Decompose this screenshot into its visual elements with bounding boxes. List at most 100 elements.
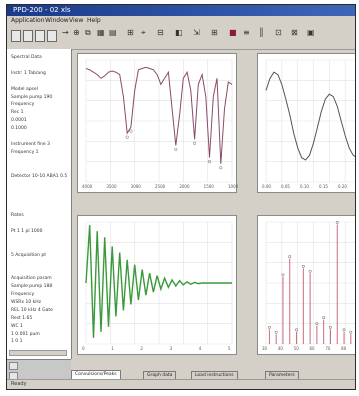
x-tick-label: 0.10 — [300, 184, 309, 189]
peak-spectrum-chart: 30405060708090 — [257, 215, 356, 355]
peak-marker — [130, 130, 133, 133]
horizontal-scrollbar[interactable] — [9, 350, 67, 356]
parameter-line: 5 Acquisition pt — [11, 253, 46, 258]
parameter-line: Rates — [11, 213, 24, 218]
status-text: Ready — [11, 381, 27, 387]
back-icon[interactable] — [47, 30, 57, 42]
x-tick-label: 50 — [294, 346, 299, 351]
parameter-line: 1 0.001 pum — [11, 332, 40, 337]
parameter-line: Pt 1 1 pl 1000 — [11, 229, 43, 234]
bar-marker — [302, 265, 304, 267]
export-icon[interactable]: ⇲ — [193, 29, 200, 37]
x-tick-label: 0.00 — [262, 184, 271, 189]
layout-icon[interactable]: ⊠ — [291, 29, 298, 37]
chart-canvas — [258, 54, 356, 192]
parameter-line: Sample pump 188 — [11, 284, 52, 289]
parameter-line: Model apsel — [11, 87, 38, 92]
parameter-line: Rec 1 — [11, 110, 23, 115]
peak-marker — [219, 166, 222, 169]
x-tick-label: 0.20 — [338, 184, 347, 189]
peak-marker — [193, 142, 196, 145]
waveform-chart: 0.000.050.100.150.200.25 — [257, 53, 356, 193]
ir-spectrum-chart: 4000 3500 3000 2500 2000 1500 1000 — [77, 53, 237, 193]
chart-canvas — [78, 54, 236, 192]
parameter-line: Instrument fine 3 — [11, 142, 50, 147]
peak-marker — [126, 136, 129, 139]
parameter-line: Frequency — [11, 102, 34, 107]
peak-marker — [175, 148, 178, 151]
status-bar: Ready — [7, 379, 355, 389]
parameter-line: Spectral Data — [11, 55, 42, 60]
parameters-panel: 1 0 1 1 0.001 pum WC 1 Rest 1.65 REL 10 kHz … — [7, 49, 72, 359]
parameter-line: Frequency — [11, 292, 34, 297]
parameter-line: Acquisition param — [11, 276, 52, 281]
menu-help[interactable]: Help — [87, 17, 101, 24]
x-tick-label: 3500 — [106, 184, 116, 189]
table-icon[interactable]: ⊟ — [157, 29, 164, 37]
parameter-line: 1 0 1 — [11, 339, 22, 344]
x-tick-label: 2500 — [155, 184, 165, 189]
window-title: PPD-200 - 02 xls — [13, 6, 71, 14]
bar-marker — [350, 331, 352, 333]
expand-button[interactable] — [9, 362, 18, 370]
save-icon[interactable] — [11, 30, 21, 42]
open-icon[interactable] — [23, 30, 33, 42]
print-icon[interactable] — [35, 30, 45, 42]
align-icon[interactable]: ≡ — [243, 29, 250, 37]
x-tick-label: 4000 — [82, 184, 92, 189]
chart-canvas — [258, 216, 356, 354]
grid2-icon[interactable]: ⊞ — [211, 29, 218, 37]
parameter-line: Instr: 1 Tab/ang — [11, 71, 46, 76]
x-tick-label: 70 — [325, 346, 330, 351]
x-tick-label: 1 — [111, 346, 114, 351]
color-icon[interactable]: ◧ — [175, 29, 183, 37]
menu-window[interactable]: Window — [45, 17, 69, 24]
parameter-line: 0.0001 — [11, 118, 27, 123]
menu-view[interactable]: View — [69, 17, 83, 24]
help-icon[interactable]: ▣ — [307, 29, 315, 37]
copy-icon[interactable]: ⧉ — [85, 29, 91, 37]
bar-marker — [275, 331, 277, 333]
parameter-line: 0.1000 — [11, 126, 27, 131]
parameter-line: WSRx 10 kHz — [11, 300, 41, 305]
x-tick-label: 30 — [262, 346, 267, 351]
x-tick-label: 2000 — [179, 184, 189, 189]
marker-icon[interactable]: ■ — [229, 29, 237, 37]
toolbar: → ⊕ ⧉ ▦ ▤ ⊞ ⌖ ⊟ ◧ ⇲ ⊞ ■ ≡ ║ ⊡ ⊠ ▣ — [7, 25, 355, 50]
cursor-icon[interactable]: ⌖ — [141, 29, 146, 37]
x-tick-label: 80 — [341, 346, 346, 351]
parameter-line: WC 1 — [11, 324, 23, 329]
parameter-line: REL 10 kHz 4 Gate — [11, 308, 53, 313]
zoom-icon[interactable]: ⊕ — [73, 29, 80, 37]
x-tick-label: 0.15 — [319, 184, 328, 189]
grid-icon[interactable]: ▤ — [109, 29, 117, 37]
ruler-icon[interactable]: ⊞ — [127, 29, 134, 37]
menu-bar: Application Window View Help — [7, 16, 355, 25]
parameter-line: Rest 1.65 — [11, 316, 32, 321]
parameter-line: Frequency 1 — [11, 150, 39, 155]
x-tick-label: 3 — [170, 346, 173, 351]
x-tick-label: 40 — [278, 346, 283, 351]
bar-marker — [289, 255, 291, 257]
bar-marker — [268, 326, 270, 328]
settings-icon[interactable]: ⊡ — [275, 29, 282, 37]
bar-marker — [322, 316, 324, 318]
bars-icon[interactable]: ║ — [259, 29, 264, 37]
x-tick-label: 60 — [310, 346, 315, 351]
series-line — [266, 72, 356, 160]
forward-icon[interactable]: → — [62, 29, 69, 37]
x-tick-label: 4 — [199, 346, 202, 351]
parameter-line: Detector 10-10 ABA1 0.5 — [11, 174, 67, 179]
app-window: PPD-200 - 02 xls Application Window View… — [6, 4, 356, 390]
title-bar: PPD-200 - 02 xls — [7, 5, 355, 16]
bar-marker — [336, 221, 338, 223]
parameter-line: Sample pump 190 — [11, 95, 52, 100]
menu-application[interactable]: Application — [11, 17, 45, 24]
bar-marker — [309, 270, 311, 272]
x-tick-label: 2 — [140, 346, 143, 351]
decay-signal-chart: 012345 — [77, 215, 237, 355]
x-tick-label: 5 — [228, 346, 231, 351]
chart-icon[interactable]: ▦ — [97, 29, 105, 37]
x-tick-label: 1000 — [228, 184, 238, 189]
